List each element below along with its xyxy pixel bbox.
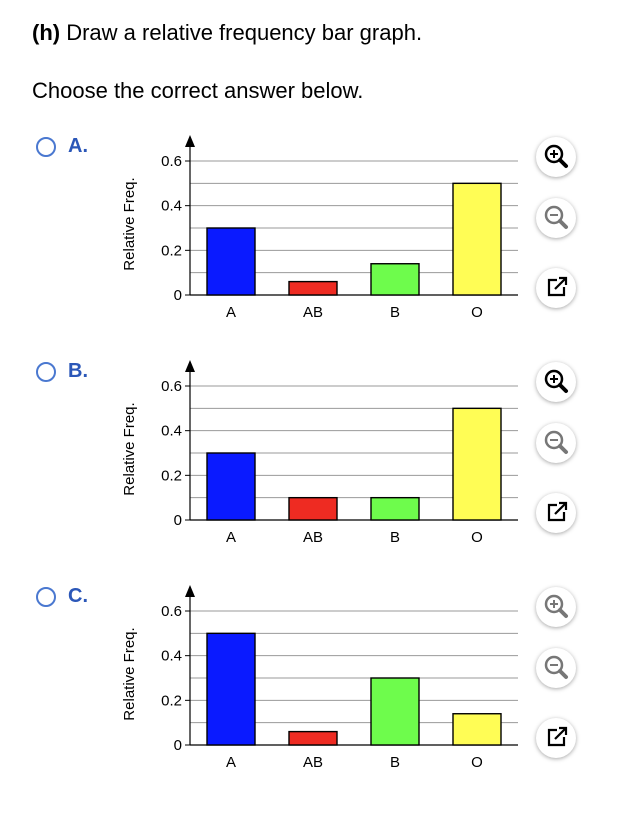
- y-axis-title: Relative Freq.: [121, 402, 138, 495]
- option-b-zoom-out-button[interactable]: [536, 423, 576, 463]
- popout-icon: [547, 726, 568, 747]
- popout-icon: [547, 501, 568, 522]
- y-tick-label: 0: [174, 287, 182, 304]
- option-c-zoom-out-button[interactable]: [536, 648, 576, 688]
- instruction-text: Choose the correct answer below.: [32, 78, 364, 103]
- zoom-out-icon: [544, 430, 568, 454]
- option-c-popout-button[interactable]: [536, 718, 576, 758]
- option-c-radio[interactable]: [36, 587, 56, 607]
- bar-o: [452, 182, 502, 296]
- popout-icon: [547, 276, 568, 297]
- bar-ab: [288, 496, 338, 521]
- zoom-out-icon: [544, 205, 568, 229]
- x-tick-label: AB: [303, 304, 323, 321]
- option-b: B. 0 0.2 0.4 0.6 Relative Freq. A AB B O: [0, 360, 624, 582]
- x-tick-label: O: [471, 529, 483, 546]
- y-axis-arrow: [185, 135, 195, 147]
- y-tick-label: 0.4: [161, 423, 182, 440]
- bar-a: [206, 452, 256, 521]
- option-a-zoom-out-button[interactable]: [536, 198, 576, 238]
- bar-ab: [288, 730, 338, 746]
- question-heading: (h) Draw a relative frequency bar graph.: [32, 18, 422, 48]
- bar-ab: [288, 280, 338, 296]
- y-tick-label: 0.4: [161, 198, 182, 215]
- option-c-zoom-in-button[interactable]: [536, 587, 576, 627]
- x-tick-label: AB: [303, 529, 323, 546]
- x-tick-label: AB: [303, 754, 323, 771]
- y-axis-title: Relative Freq.: [121, 177, 138, 270]
- y-tick-label: 0.2: [161, 467, 182, 484]
- y-tick-label: 0.6: [161, 378, 182, 395]
- option-b-radio[interactable]: [36, 362, 56, 382]
- option-a: A. 0 0.2 0.4 0.6 Relative Freq. A AB B O: [0, 135, 624, 357]
- option-b-label: B.: [68, 360, 88, 382]
- zoom-in-icon: [544, 369, 568, 393]
- bar-b: [370, 677, 420, 746]
- x-tick-label: O: [471, 754, 483, 771]
- question-part: (h): [32, 20, 61, 45]
- bar-o: [452, 407, 502, 521]
- y-tick-label: 0.6: [161, 153, 182, 170]
- option-c-label: C.: [68, 585, 88, 607]
- bar-b: [370, 496, 420, 521]
- y-axis-arrow: [185, 360, 195, 372]
- y-tick-label: 0: [174, 737, 182, 754]
- option-a-popout-button[interactable]: [536, 268, 576, 308]
- zoom-in-icon: [544, 594, 568, 618]
- bar-a: [206, 227, 256, 296]
- option-a-label: A.: [68, 135, 88, 157]
- option-c: C. 0 0.2 0.4 0.6 Relative Freq. A AB B O: [0, 585, 624, 807]
- option-b-zoom-in-button[interactable]: [536, 362, 576, 402]
- x-tick-label: B: [390, 304, 400, 321]
- option-b-chart: 0 0.2 0.4 0.6 Relative Freq. A AB B O: [121, 360, 518, 546]
- bar-o: [452, 713, 502, 746]
- y-axis-arrow: [185, 585, 195, 597]
- y-tick-label: 0.4: [161, 648, 182, 665]
- x-tick-label: B: [390, 529, 400, 546]
- y-tick-label: 0.6: [161, 603, 182, 620]
- x-tick-label: O: [471, 304, 483, 321]
- zoom-out-icon: [544, 655, 568, 679]
- question-text: Draw a relative frequency bar graph.: [66, 20, 423, 45]
- y-tick-label: 0: [174, 512, 182, 529]
- x-tick-label: A: [226, 754, 236, 771]
- zoom-in-icon: [544, 144, 568, 168]
- x-tick-label: A: [226, 304, 236, 321]
- bar-a: [206, 632, 256, 746]
- x-tick-label: B: [390, 754, 400, 771]
- option-b-popout-button[interactable]: [536, 493, 576, 533]
- y-tick-label: 0.2: [161, 692, 182, 709]
- y-tick-label: 0.2: [161, 242, 182, 259]
- bar-b: [370, 263, 420, 296]
- option-a-zoom-in-button[interactable]: [536, 137, 576, 177]
- x-tick-label: A: [226, 529, 236, 546]
- option-c-chart: 0 0.2 0.4 0.6 Relative Freq. A AB B O: [121, 585, 518, 771]
- option-a-chart: 0 0.2 0.4 0.6 Relative Freq. A AB B O: [121, 135, 518, 321]
- y-axis-title: Relative Freq.: [121, 627, 138, 720]
- option-a-radio[interactable]: [36, 137, 56, 157]
